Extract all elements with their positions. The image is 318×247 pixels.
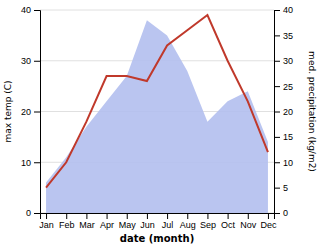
tick-label: May — [119, 220, 137, 230]
tick: 10 — [274, 158, 293, 168]
tick-mark — [34, 162, 40, 163]
tick: Aug — [180, 213, 196, 230]
tick-label: Jun — [140, 220, 155, 230]
tick-label: 15 — [283, 132, 293, 142]
tick: 35 — [274, 31, 293, 41]
tick-mark — [274, 112, 280, 113]
tick: Dec — [260, 213, 277, 230]
y-axis: 0 10 20 30 40 — [21, 5, 41, 218]
tick-label: 20 — [21, 107, 31, 117]
grid-line — [40, 10, 274, 11]
tick-label: 40 — [21, 5, 31, 15]
tick-label: Apr — [100, 220, 114, 230]
tick: Nov — [240, 213, 257, 230]
line — [46, 15, 268, 188]
tick: 0 — [26, 208, 40, 218]
tick-label: Jan — [39, 220, 54, 230]
tick-mark — [274, 10, 280, 11]
tick: 20 — [274, 107, 293, 117]
tick: 20 — [21, 107, 40, 117]
tick-mark — [274, 86, 280, 87]
tick-label: 30 — [21, 56, 31, 66]
grid — [40, 10, 274, 213]
tick: 30 — [21, 56, 40, 66]
tick-mark — [274, 162, 280, 163]
tick: Jul — [162, 213, 174, 230]
tick: 15 — [274, 132, 293, 142]
tick-label: 35 — [283, 31, 293, 41]
tick-label: 0 — [283, 208, 288, 218]
tick-label: Mar — [79, 220, 95, 230]
tick-label: 40 — [283, 5, 293, 15]
tick-mark — [34, 61, 40, 62]
tick-mark — [86, 213, 87, 219]
tick-mark — [274, 188, 280, 189]
x-axis: Jan Feb Mar Apr MayJun Jul Aug Sep Oct NovDec — [39, 213, 277, 230]
tick: Mar — [79, 213, 95, 230]
tick-mark — [127, 213, 128, 219]
tick-label: Feb — [59, 220, 75, 230]
y-axis-title: max temp (C) — [3, 80, 13, 142]
area — [46, 20, 268, 213]
axis-line — [41, 214, 275, 220]
tick-label: Dec — [260, 220, 277, 230]
tick-label: 5 — [283, 183, 288, 193]
chart: Jan Feb Mar Apr MayJun Jul Aug Sep Oct NovDec 0 10 2… — [0, 0, 318, 247]
tick: 40 — [21, 5, 40, 15]
tick: Oct — [221, 213, 236, 230]
tick: Jan — [39, 213, 54, 230]
tick: May — [119, 213, 137, 230]
tick-mark — [34, 112, 40, 113]
tick-mark — [34, 213, 40, 214]
tick-mark — [66, 213, 67, 219]
tick-mark — [207, 213, 208, 219]
y2-axis: 0 5 10 15 20 25 30 35 40 — [274, 5, 293, 218]
marks — [46, 15, 268, 213]
tick-label: Aug — [180, 220, 196, 230]
tick-mark — [268, 213, 269, 219]
y2-axis-title: med. precipitation (kg/m2) — [307, 51, 317, 172]
tick-label: 10 — [21, 158, 31, 168]
tick: Sep — [200, 213, 216, 230]
axis-line — [275, 11, 281, 214]
tick: 30 — [274, 56, 293, 66]
tick-label: Nov — [240, 220, 257, 230]
tick: Apr — [100, 213, 114, 230]
axis-line — [34, 11, 41, 214]
tick-mark — [46, 213, 47, 219]
tick-mark — [248, 213, 249, 219]
tick-mark — [34, 10, 40, 11]
plot: Jan Feb Mar Apr MayJun Jul Aug Sep Oct NovDec 0 10 2… — [21, 5, 293, 230]
tick: 10 — [21, 158, 40, 168]
tick-mark — [274, 137, 280, 138]
tick-mark — [274, 213, 280, 214]
tick-mark — [147, 213, 148, 219]
tick-mark — [187, 213, 188, 219]
tick-mark — [228, 213, 229, 219]
tick-label: 30 — [283, 56, 293, 66]
tick-mark — [274, 61, 280, 62]
tick-label: 25 — [283, 82, 293, 92]
tick-label: 20 — [283, 107, 293, 117]
tick-label: 10 — [283, 158, 293, 168]
tick: 25 — [274, 82, 293, 92]
tick: 40 — [274, 5, 293, 15]
x-axis-title: date (month) — [120, 233, 194, 244]
tick-label: Jul — [162, 220, 174, 230]
tick-label: Oct — [221, 220, 236, 230]
tick: Feb — [59, 213, 75, 230]
tick: 5 — [274, 183, 288, 193]
tick: Jun — [140, 213, 155, 230]
tick-label: Sep — [200, 220, 216, 230]
tick: 0 — [274, 208, 288, 218]
tick-mark — [274, 35, 280, 36]
tick-mark — [107, 213, 108, 219]
tick-mark — [167, 213, 168, 219]
tick-label: 0 — [26, 208, 31, 218]
